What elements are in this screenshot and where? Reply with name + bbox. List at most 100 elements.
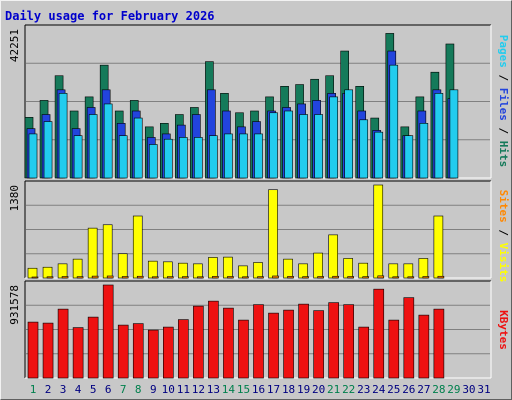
bar-kbytes xyxy=(163,326,174,379)
bar-sites xyxy=(392,276,400,279)
legend: Sites / Visits xyxy=(497,190,510,283)
bar-kbytes xyxy=(223,307,234,379)
bar-sites xyxy=(31,276,39,279)
bar-visits xyxy=(223,256,233,279)
x-tick-label: 14 xyxy=(222,383,236,396)
bar-sites xyxy=(272,275,279,279)
bar-sites xyxy=(61,276,69,279)
bar-pages xyxy=(28,133,38,179)
bar-sites xyxy=(106,275,114,279)
bar-visits xyxy=(72,258,83,279)
x-tick-label: 17 xyxy=(267,383,280,396)
x-tick-label: 11 xyxy=(177,383,190,396)
bar-pages xyxy=(164,138,173,179)
bar-pages xyxy=(73,135,83,179)
bar-pages xyxy=(148,144,158,179)
x-tick-label: 1 xyxy=(30,383,37,396)
bar-pages xyxy=(284,110,293,179)
bar-kbytes xyxy=(253,304,264,379)
bar-pages xyxy=(449,89,459,179)
x-tick-label: 13 xyxy=(207,383,220,396)
bar-visits xyxy=(147,260,158,279)
bar-sites xyxy=(347,276,354,279)
bar-sites xyxy=(332,275,339,279)
bar-kbytes xyxy=(117,324,129,379)
chart-title: Daily usage for February 2026 xyxy=(5,9,215,23)
bar-kbytes xyxy=(418,314,430,379)
bar-sites xyxy=(317,276,324,279)
x-tick-label: 24 xyxy=(372,383,386,396)
bar-pages xyxy=(254,133,263,179)
y-max-label: 1380 xyxy=(8,185,21,212)
bar-visits xyxy=(388,263,399,279)
bar-kbytes xyxy=(388,319,400,379)
bar-visits xyxy=(193,263,203,279)
bar-visits xyxy=(343,258,353,279)
bar-kbytes xyxy=(328,302,339,379)
x-tick-label: 7 xyxy=(120,383,127,396)
bar-visits xyxy=(253,262,263,279)
x-tick-label: 9 xyxy=(150,383,157,396)
bar-sites xyxy=(197,276,204,279)
bar-pages xyxy=(194,137,203,179)
bar-pages xyxy=(299,114,308,179)
bar-visits xyxy=(27,267,38,279)
bar-pages xyxy=(103,103,113,179)
bar-kbytes xyxy=(268,312,279,379)
bar-visits xyxy=(283,258,293,279)
x-tick-label: 8 xyxy=(135,383,142,396)
bar-pages xyxy=(224,133,233,179)
bar-pages xyxy=(404,135,414,179)
bar-visits xyxy=(132,215,143,279)
bar-visits xyxy=(178,262,188,279)
bar-kbytes xyxy=(358,326,370,379)
bar-visits xyxy=(87,227,98,279)
bar-pages xyxy=(389,64,399,179)
bar-sites xyxy=(46,276,54,279)
bar-visits xyxy=(418,258,429,279)
legend-visits: Visits xyxy=(497,243,510,283)
legend: KBytes xyxy=(497,310,510,350)
y-max-label: 931578 xyxy=(8,285,21,325)
x-tick-label: 3 xyxy=(60,383,67,396)
bar-visits xyxy=(298,263,308,279)
bar-sites xyxy=(182,276,189,279)
y-max-label: 42251 xyxy=(8,29,21,62)
legend-pages: Pages xyxy=(497,35,510,68)
bar-visits xyxy=(238,265,248,279)
bar-pages xyxy=(344,89,353,179)
bar-pages xyxy=(239,133,248,179)
legend-sep3: / xyxy=(497,223,510,243)
x-tick-label: 25 xyxy=(387,383,400,396)
bar-visits xyxy=(117,253,128,279)
bar-pages xyxy=(88,114,98,179)
bar-kbytes xyxy=(147,329,159,379)
x-tick-label: 12 xyxy=(192,383,205,396)
bar-visits xyxy=(57,263,68,279)
x-tick-label: 30 xyxy=(462,383,475,396)
bar-visits xyxy=(268,189,278,279)
legend-sep1: / xyxy=(497,68,510,88)
bar-sites xyxy=(287,276,294,279)
bar-pages xyxy=(419,123,429,179)
x-tick-label: 27 xyxy=(417,383,430,396)
x-tick-label: 29 xyxy=(447,383,460,396)
bar-kbytes xyxy=(298,303,309,379)
bar-pages xyxy=(43,121,53,179)
bar-kbytes xyxy=(208,300,219,379)
bar-pages xyxy=(209,135,218,179)
bar-pages xyxy=(374,131,384,179)
bar-kbytes xyxy=(238,319,249,379)
bar-sites xyxy=(407,276,415,279)
bar-kbytes xyxy=(102,284,114,379)
bar-sites xyxy=(377,275,385,279)
bar-kbytes xyxy=(403,297,415,379)
x-tick-label: 15 xyxy=(237,383,250,396)
bar-pages xyxy=(58,93,68,179)
x-tick-label: 26 xyxy=(402,383,415,396)
bar-kbytes xyxy=(433,308,445,379)
bar-sites xyxy=(302,276,309,279)
bar-pages xyxy=(359,119,369,179)
bar-kbytes xyxy=(27,321,39,379)
